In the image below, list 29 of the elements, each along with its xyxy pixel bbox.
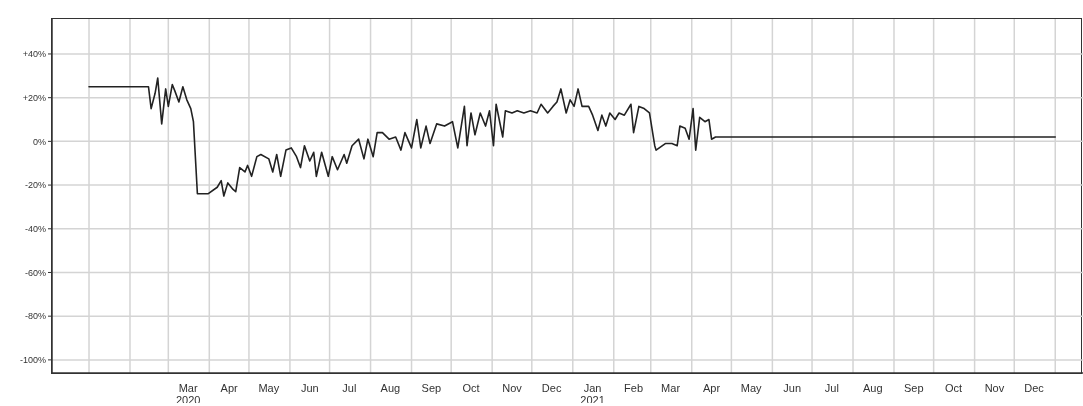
y-tick-label: -80%: [24, 311, 46, 322]
x-tick-label: Sep: [904, 382, 924, 394]
y-tick-label: 0%: [32, 136, 46, 147]
x-tick-label: Jul: [342, 382, 357, 394]
y-tick-label: -60%: [24, 267, 46, 278]
x-tick-label: Feb: [624, 382, 644, 394]
y-tick-label: -100%: [19, 355, 46, 366]
x-tick-label: Aug: [863, 382, 883, 394]
x-tick-label: Dec: [541, 382, 562, 394]
x-tick-label: Jul: [824, 382, 839, 394]
x-tick-label: Sep: [421, 382, 442, 394]
x-tick-label: Apr: [220, 382, 239, 394]
x-tick-label: May: [740, 382, 763, 394]
line-series: [88, 77, 1057, 197]
x-tick-label: Nov: [984, 382, 1005, 394]
x-tick-label: Jun: [300, 382, 319, 394]
y-tick-label: -40%: [24, 223, 46, 234]
x-tick-label: Apr: [703, 382, 721, 394]
x-tick-label: Mar: [661, 382, 681, 394]
x-tick-label: Jun: [783, 382, 802, 394]
x-tick-label: Dec: [1024, 382, 1045, 394]
x-tick-label: Nov: [502, 382, 523, 394]
x-tick-label: May: [258, 382, 280, 394]
y-tick-label: -20%: [24, 180, 46, 191]
x-tick-label: Aug: [380, 382, 401, 394]
x-tick-label: Oct: [944, 382, 963, 394]
x-tick-label: Oct: [462, 382, 480, 394]
y-tick-label: +40%: [22, 49, 46, 60]
y-tick-label: +20%: [22, 92, 46, 103]
